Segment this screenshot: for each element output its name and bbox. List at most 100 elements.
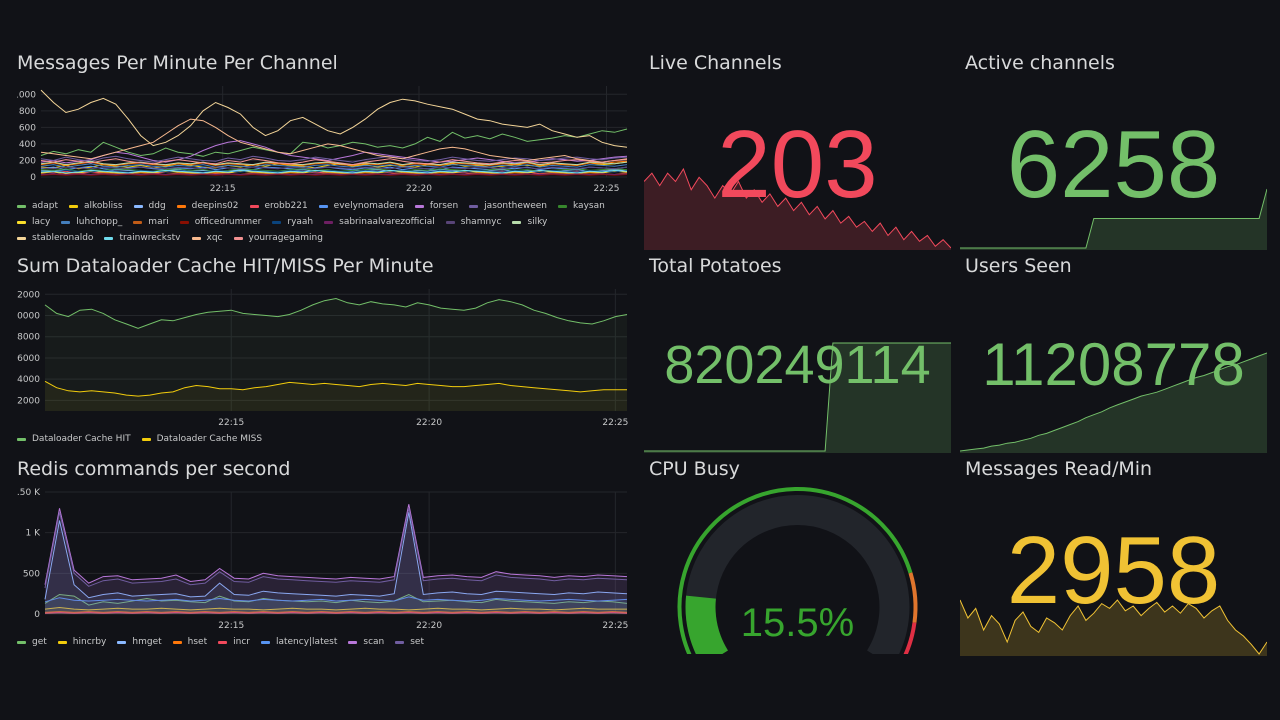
panel-title[interactable]: Live Channels bbox=[649, 52, 782, 74]
series-line-adapt[interactable] bbox=[40, 128, 628, 157]
legend-label: sabrinaalvarezofficial bbox=[339, 217, 435, 227]
panel-title[interactable]: Messages Per Minute Per Channel bbox=[17, 52, 338, 74]
legend-item-dataloader-cache-hit[interactable]: Dataloader Cache HIT bbox=[17, 433, 131, 445]
series-line-lacy[interactable] bbox=[40, 170, 628, 175]
legend-item-lacy[interactable]: lacy bbox=[17, 216, 50, 228]
gauge-threshold-green bbox=[677, 486, 913, 654]
series-line-hmget[interactable] bbox=[44, 512, 628, 600]
legend-item-erobb221[interactable]: erobb221 bbox=[249, 200, 308, 212]
live-channels-sparkline bbox=[644, 167, 951, 250]
series-line-latency-latest[interactable] bbox=[44, 596, 628, 603]
legend-swatch bbox=[445, 220, 455, 224]
legend-item-sabrinaalvarezofficial[interactable]: sabrinaalvarezofficial bbox=[324, 216, 435, 228]
sparkline-area bbox=[960, 353, 1267, 453]
legend-item-jasontheween[interactable]: jasontheween bbox=[469, 200, 547, 212]
panel-messages-per-minute: Messages Per Minute Per Channel 0 200 400 6… bbox=[17, 52, 629, 247]
legend-item-ddg[interactable]: ddg bbox=[133, 200, 166, 212]
series-area-hmget bbox=[45, 512, 627, 614]
legend-item-forsen[interactable]: forsen bbox=[414, 200, 458, 212]
legend-item-silky[interactable]: silky bbox=[512, 216, 547, 228]
legend-label: mari bbox=[148, 217, 169, 227]
legend-item-yourragegaming[interactable]: yourragegaming bbox=[233, 232, 323, 244]
legend-item-scan[interactable]: scan bbox=[348, 636, 384, 648]
legend-swatch bbox=[395, 640, 405, 644]
legend-swatch bbox=[324, 220, 334, 224]
series-line-shamnyc[interactable] bbox=[40, 166, 628, 170]
users-seen-value: 11208778 bbox=[982, 331, 1245, 398]
series-area-set bbox=[45, 508, 627, 614]
legend-label: luhchopp_ bbox=[76, 217, 123, 227]
legend-item-incr[interactable]: incr bbox=[218, 636, 250, 648]
series-line-dataloader-cache-hit[interactable] bbox=[44, 297, 628, 329]
legend-item-stableronaldo[interactable]: stableronaldo bbox=[17, 232, 93, 244]
legend-item-hset[interactable]: hset bbox=[172, 636, 207, 648]
redis-area-chart[interactable]: 0 500 1 K 1.50 K 22:15 22:20 22:25 bbox=[17, 488, 629, 634]
legend-item-dataloader-cache-miss[interactable]: Dataloader Cache MISS bbox=[141, 433, 262, 445]
panel-title[interactable]: CPU Busy bbox=[649, 458, 740, 480]
messages-line-chart[interactable]: 0 200 400 600 800 1000 22:15 22:20 22:25 bbox=[17, 82, 629, 197]
series-line-stableronaldo[interactable] bbox=[40, 89, 628, 148]
cache-area-chart[interactable]: 2000 4000 6000 8000 10000 12000 22:15 22:20 22:2… bbox=[17, 285, 629, 431]
sparkline-line bbox=[960, 599, 1267, 655]
legend-swatch bbox=[469, 204, 479, 208]
legend-item-hincrby[interactable]: hincrby bbox=[57, 636, 106, 648]
legend-item-ryaah[interactable]: ryaah bbox=[272, 216, 313, 228]
panel-title[interactable]: Active channels bbox=[965, 52, 1115, 74]
legend-swatch bbox=[233, 236, 243, 240]
legend-item-trainwreckstv[interactable]: trainwreckstv bbox=[104, 232, 181, 244]
legend-swatch bbox=[191, 236, 201, 240]
legend-item-latency-latest[interactable]: latency|latest bbox=[260, 636, 337, 648]
legend-item-hmget[interactable]: hmget bbox=[117, 636, 162, 648]
legend-item-evelynomadera[interactable]: evelynomadera bbox=[318, 200, 404, 212]
legend-item-mari[interactable]: mari bbox=[133, 216, 169, 228]
x-tick-label: 22:15 bbox=[218, 621, 244, 631]
legend-item-xqc[interactable]: xqc bbox=[191, 232, 223, 244]
series-line-luhchopp[interactable] bbox=[40, 163, 628, 168]
legend-label: yourragegaming bbox=[248, 233, 323, 243]
sparkline-area bbox=[644, 343, 951, 453]
legend-item-get[interactable]: get bbox=[17, 636, 47, 648]
legend-label: incr bbox=[233, 637, 250, 647]
series-line-dataloader-cache-miss[interactable] bbox=[44, 380, 627, 397]
series-line-alkobliss[interactable] bbox=[40, 161, 628, 170]
legend-label: evelynomadera bbox=[333, 201, 404, 211]
legend-item-luhchopp[interactable]: luhchopp_ bbox=[61, 216, 122, 228]
legend-label: get bbox=[32, 637, 47, 647]
series-line-get[interactable] bbox=[44, 593, 628, 606]
panel-active-channels: Active channels 6258 bbox=[960, 52, 1267, 250]
legend-item-set[interactable]: set bbox=[395, 636, 424, 648]
legend-swatch bbox=[318, 204, 328, 208]
cpu-busy-value: 15.5% bbox=[740, 601, 855, 645]
panel-title[interactable]: Messages Read/Min bbox=[965, 458, 1153, 480]
redis-legend: get hincrby hmget hset incr latency|latest sca… bbox=[17, 636, 627, 648]
legend-item-shamnyc[interactable]: shamnyc bbox=[445, 216, 501, 228]
legend-item-adapt[interactable]: adapt bbox=[17, 200, 58, 212]
legend-item-deepins02[interactable]: deepins02 bbox=[176, 200, 239, 212]
legend-label: adapt bbox=[32, 201, 58, 211]
panel-title[interactable]: Users Seen bbox=[965, 255, 1072, 277]
series-line-trainwreckstv[interactable] bbox=[40, 169, 628, 174]
panel-title[interactable]: Total Potatoes bbox=[649, 255, 782, 277]
panel-title[interactable]: Redis commands per second bbox=[17, 458, 291, 480]
legend-swatch bbox=[133, 204, 143, 208]
series-line-hincrby[interactable] bbox=[44, 606, 627, 611]
sparkline-area bbox=[960, 189, 1267, 250]
x-tick-label: 22:20 bbox=[416, 418, 442, 428]
legend-label: ddg bbox=[148, 201, 166, 211]
legend-item-kaysan[interactable]: kaysan bbox=[558, 200, 605, 212]
series-line-officedrummer[interactable] bbox=[40, 173, 628, 176]
series-line-sabrinaalvarezofficial[interactable] bbox=[40, 173, 628, 176]
series-line-xqc[interactable] bbox=[40, 118, 628, 163]
legend-item-alkobliss[interactable]: alkobliss bbox=[69, 200, 123, 212]
legend-swatch bbox=[414, 204, 424, 208]
legend-item-officedrummer[interactable]: officedrummer bbox=[179, 216, 261, 228]
series-line-set[interactable] bbox=[44, 508, 628, 589]
series-line-jasontheween[interactable] bbox=[40, 155, 628, 163]
panel-title[interactable]: Sum Dataloader Cache HIT/MISS Per Minute bbox=[17, 255, 434, 277]
gauge-threshold-orange bbox=[908, 572, 918, 623]
legend-swatch bbox=[172, 640, 182, 644]
series-line-hset[interactable] bbox=[44, 611, 628, 613]
series-line-yourragegaming[interactable] bbox=[40, 158, 628, 166]
series-line-scan[interactable] bbox=[44, 504, 628, 585]
series-line-incr[interactable] bbox=[44, 611, 628, 614]
